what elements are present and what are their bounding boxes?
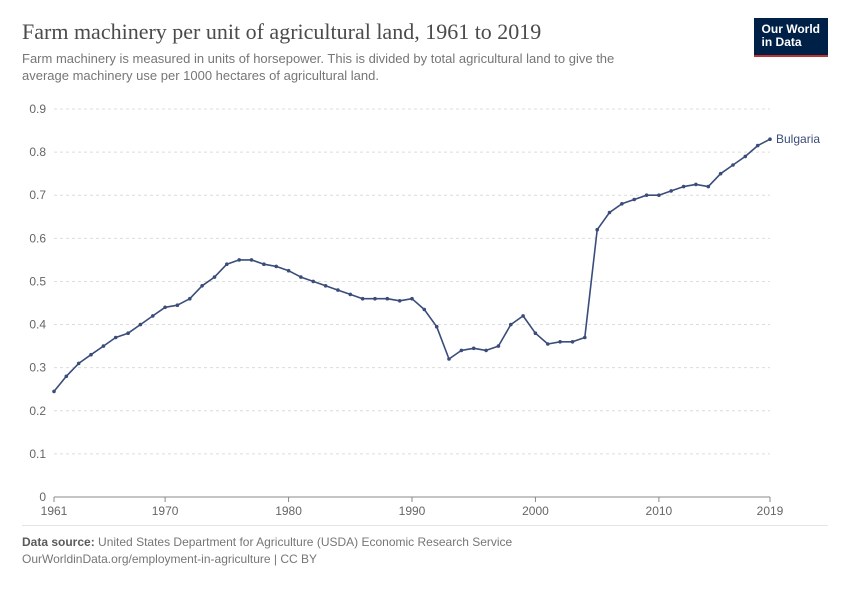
line-chart-svg: 0 0.1 0.2 0.3 0.4 0.5 0.6 0.7 0.8 0.9 1961 1970 1980…: [22, 99, 828, 519]
y-tick-label: 0.4: [29, 317, 46, 331]
series-marker: [620, 202, 624, 206]
x-tick-label: 1970: [152, 504, 179, 518]
logo-line2: in Data: [762, 35, 802, 49]
chart-title: Farm machinery per unit of agricultural …: [22, 18, 742, 46]
series-marker: [89, 352, 93, 356]
series-marker: [546, 342, 550, 346]
series-marker: [719, 171, 723, 175]
series-marker: [423, 307, 427, 311]
y-tick-label: 0.7: [29, 188, 46, 202]
series-marker: [657, 193, 661, 197]
series-marker: [521, 314, 525, 318]
series-marker: [460, 348, 464, 352]
y-tick-label: 0.3: [29, 360, 46, 374]
source-label: Data source:: [22, 535, 95, 549]
series-marker: [213, 275, 217, 279]
series-marker: [707, 184, 711, 188]
series-marker: [324, 284, 328, 288]
x-tick-label: 1961: [41, 504, 68, 518]
series-marker: [188, 296, 192, 300]
series-marker: [361, 296, 365, 300]
series-label: Bulgaria: [776, 132, 820, 146]
series-marker: [756, 143, 760, 147]
series-marker: [447, 357, 451, 361]
series-marker: [645, 193, 649, 197]
series-marker: [694, 182, 698, 186]
series-marker: [287, 268, 291, 272]
series-marker: [410, 296, 414, 300]
series-marker: [497, 344, 501, 348]
y-tick-label: 0.1: [29, 446, 46, 460]
series-marker: [349, 292, 353, 296]
series-marker: [200, 284, 204, 288]
series-marker: [114, 335, 118, 339]
chart-subtitle: Farm machinery is measured in units of h…: [22, 50, 662, 85]
header-row: Farm machinery per unit of agricultural …: [22, 18, 828, 85]
series-marker: [768, 137, 772, 141]
series-marker: [595, 227, 599, 231]
series-marker: [435, 324, 439, 328]
series-marker: [52, 389, 56, 393]
owid-logo: Our World in Data: [754, 18, 828, 57]
logo-line1: Our World: [762, 22, 820, 36]
series-marker: [583, 335, 587, 339]
series-marker: [139, 322, 143, 326]
x-tick-label: 1980: [275, 504, 302, 518]
y-tick-label: 0.6: [29, 231, 46, 245]
chart-area: 0 0.1 0.2 0.3 0.4 0.5 0.6 0.7 0.8 0.9 1961 1970 1980…: [22, 99, 828, 519]
series-marker: [151, 314, 155, 318]
series-marker: [225, 262, 229, 266]
series-marker: [386, 296, 390, 300]
series-marker: [163, 305, 167, 309]
series-marker: [274, 264, 278, 268]
y-tick-label: 0.9: [29, 102, 46, 116]
series-marker: [126, 331, 130, 335]
series-marker: [262, 262, 266, 266]
series-marker: [102, 344, 106, 348]
series-marker: [176, 303, 180, 307]
series-marker: [509, 322, 513, 326]
y-tick-label: 0.8: [29, 145, 46, 159]
series-marker: [632, 197, 636, 201]
license: CC BY: [280, 552, 317, 566]
series-marker: [558, 340, 562, 344]
series-marker: [472, 346, 476, 350]
title-block: Farm machinery per unit of agricultural …: [22, 18, 754, 85]
series-marker: [682, 184, 686, 188]
source-text: United States Department for Agriculture…: [98, 535, 512, 549]
series-marker: [669, 189, 673, 193]
site-url: OurWorldinData.org/employment-in-agricul…: [22, 552, 271, 566]
y-tick-label: 0: [39, 490, 46, 504]
y-tick-label: 0.2: [29, 403, 46, 417]
series-line: [54, 139, 770, 391]
series-marker: [311, 279, 315, 283]
series-marker: [336, 288, 340, 292]
series-marker: [65, 374, 69, 378]
x-tick-label: 2010: [646, 504, 673, 518]
series-marker: [744, 154, 748, 158]
series-marker: [237, 258, 241, 262]
series-marker: [250, 258, 254, 262]
series-marker: [299, 275, 303, 279]
chart-container: Farm machinery per unit of agricultural …: [0, 0, 850, 600]
series-marker: [731, 163, 735, 167]
series-marker: [534, 331, 538, 335]
y-tick-label: 0.5: [29, 274, 46, 288]
series-marker: [571, 340, 575, 344]
x-tick-label: 1990: [399, 504, 426, 518]
series-marker: [484, 348, 488, 352]
x-tick-label: 2000: [522, 504, 549, 518]
series-marker: [398, 299, 402, 303]
series-marker: [373, 296, 377, 300]
x-tick-label: 2019: [757, 504, 784, 518]
series-marker: [77, 361, 81, 365]
footer: Data source: United States Department fo…: [22, 525, 828, 569]
series-marker: [608, 210, 612, 214]
